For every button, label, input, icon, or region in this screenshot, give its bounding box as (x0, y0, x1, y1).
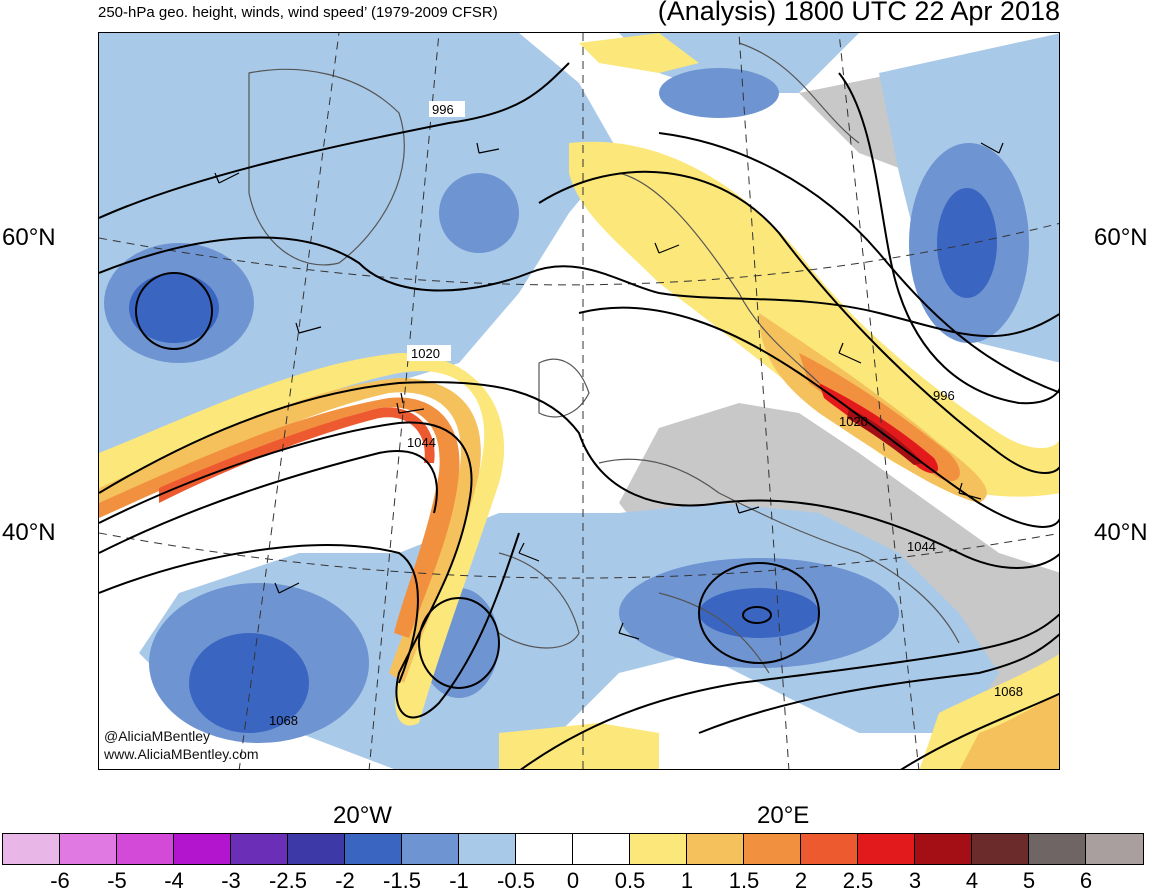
colorbar-cell (459, 834, 516, 864)
jet-streak-east (569, 141, 1059, 497)
map-panel: 996 1020 1044 1020 996 1044 1068 1068 (98, 32, 1060, 770)
colorbar-cell (858, 834, 915, 864)
lat-label-40n-left: 40°N (2, 519, 56, 546)
colorbar-tick-label: -1 (449, 868, 469, 893)
lon-label-20e: 20°E (757, 802, 810, 829)
credit-website: www.AliciaMBentley.com (104, 746, 259, 762)
colorbar-tick-label: 4 (965, 868, 979, 893)
colorbar-cell (402, 834, 459, 864)
colorbar-cell (345, 834, 402, 864)
map-canvas: 996 1020 1044 1020 996 1044 1068 1068 (99, 33, 1059, 769)
colorbar-tick-label: 6 (1079, 868, 1093, 893)
colorbar-cell (60, 834, 117, 864)
colorbar-tick-label: -1.5 (383, 868, 421, 893)
colorbar-cell (288, 834, 345, 864)
lat-label-40n-right: 40°N (1094, 519, 1148, 546)
height-contours (99, 62, 1059, 769)
contour-label-1044-east: 1044 (907, 539, 936, 554)
colorbar-cell (1029, 834, 1086, 864)
colorbar (2, 833, 1144, 865)
colorbar-tick-label: 3 (908, 868, 922, 893)
colorbar-tick-label: 1 (680, 868, 694, 893)
contour-label-996-east: 996 (933, 388, 955, 403)
colorbar-cell (915, 834, 972, 864)
colorbar-tick-label: 0 (566, 868, 580, 893)
chart-title-right: (Analysis) 1800 UTC 22 Apr 2018 (657, 0, 1060, 26)
colorbar-cell (573, 834, 630, 864)
colorbar-tick-label: -2.5 (269, 868, 307, 893)
colorbar-tick-label: 2 (794, 868, 808, 893)
colorbar-cell (744, 834, 801, 864)
colorbar-cell (687, 834, 744, 864)
colorbar-cell (516, 834, 573, 864)
wind-barbs (214, 142, 1004, 640)
contour-label-1068-west: 1068 (269, 713, 298, 728)
blue-core-east (937, 188, 997, 298)
colorbar-cell (3, 834, 60, 864)
contour-label-1020-east: 1020 (839, 414, 868, 429)
lon-label-20w: 20°W (333, 802, 392, 829)
colorbar-cell (174, 834, 231, 864)
colorbar-cell (630, 834, 687, 864)
colorbar-tick-label: -3 (221, 868, 241, 893)
colorbar-tick-label: -0.5 (497, 868, 535, 893)
coastlines (248, 42, 960, 674)
colorbar-tick-label: 0.5 (614, 868, 646, 893)
chart-title-left: 250-hPa geo. height, winds, wind speed’ … (98, 4, 498, 21)
contour-label-1020-west: 1020 (411, 346, 440, 361)
credit-handle: @AliciaMBentley (104, 728, 211, 744)
colorbar-cell (231, 834, 288, 864)
colorbar-tick-label: -4 (164, 868, 184, 893)
contour-label-1068-east: 1068 (994, 684, 1023, 699)
blue-anomaly-west (99, 33, 619, 453)
colorbar-cell (801, 834, 858, 864)
colorbar-tick-label: -6 (50, 868, 70, 893)
colorbar-tick-label: 5 (1022, 868, 1036, 893)
colorbar-cell (117, 834, 174, 864)
colorbar-tick-label: -2 (335, 868, 355, 893)
colorbar-tick-label: 1.5 (728, 868, 760, 893)
colorbar-tick-label: 2.5 (842, 868, 874, 893)
colorbar-cell (1086, 834, 1143, 864)
contour-labels: 996 1020 1044 1020 996 1044 1068 1068 (269, 101, 1023, 728)
contour-label-1044-west: 1044 (407, 435, 436, 450)
colorbar-cell (972, 834, 1029, 864)
lat-label-60n-left: 60°N (2, 224, 56, 251)
lat-label-60n-right: 60°N (1094, 224, 1148, 251)
colorbar-tick-label: -5 (107, 868, 127, 893)
contour-label-996-west: 996 (432, 102, 454, 117)
